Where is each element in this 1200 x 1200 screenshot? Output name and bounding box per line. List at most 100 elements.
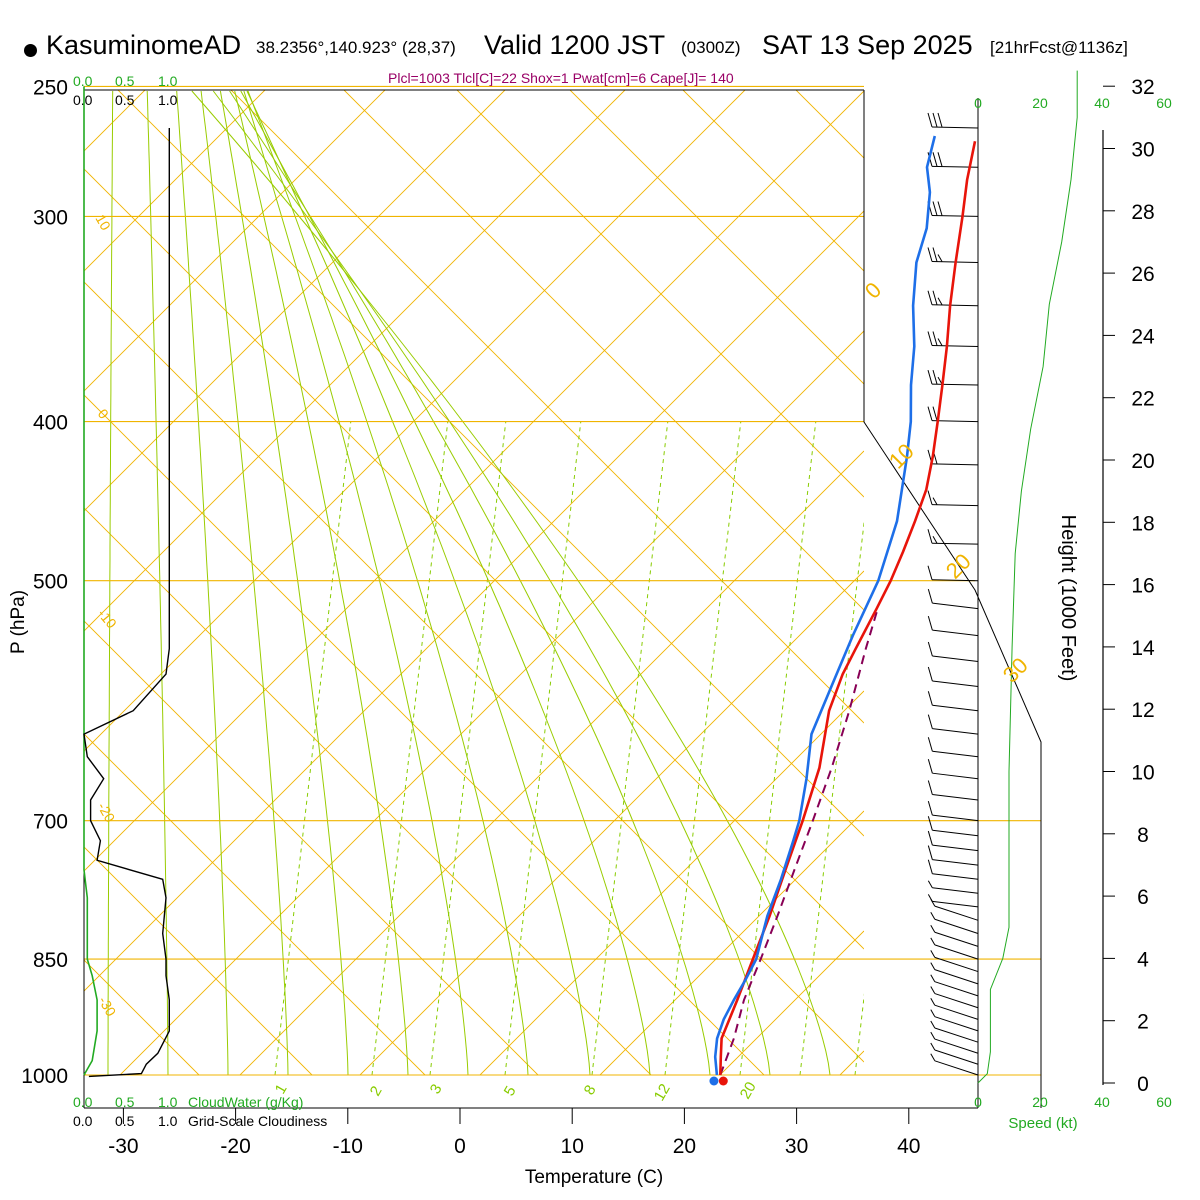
height-tick-label: 30 — [1131, 139, 1154, 162]
temperature-profile — [719, 141, 977, 1076]
wind-barb — [930, 974, 979, 997]
isotherm-line — [682, 90, 864, 272]
wind-barb-staff — [932, 814, 979, 822]
isotherm-line — [343, 90, 864, 611]
mixing-ratio-label: 20 — [737, 1079, 760, 1102]
cloudwater-scale-top: 0.0 — [73, 73, 93, 89]
height-tick-label: 2 — [1137, 1011, 1149, 1034]
moist-adiabat-line — [246, 90, 591, 1075]
dry-adiabat-line — [839, 1050, 864, 1075]
wind-barb-staff — [931, 215, 979, 217]
wind-barb-staff — [932, 829, 979, 837]
wind-barb — [930, 924, 979, 947]
moist-adiabat-label: 30 — [998, 653, 1033, 688]
valid-zulu: (0300Z) — [681, 38, 741, 57]
isotherm-line — [117, 90, 864, 837]
wind-barb — [927, 490, 979, 507]
wind-barb-flag — [927, 880, 933, 888]
wind-speed-tick-top: 60 — [1156, 95, 1172, 111]
stability-indices: Plcl=1003 Tlcl[C]=22 Shox=1 Pwat[cm]=6 C… — [388, 70, 734, 86]
dry-adiabat-label: -30 — [95, 994, 119, 1020]
wind-barb — [927, 714, 979, 735]
moist-adiabat-line — [247, 90, 529, 1075]
moist-adiabat-line — [176, 90, 229, 1075]
wind-barb-staff — [934, 1027, 979, 1043]
cloudiness-label: Grid-Scale Cloudiness — [188, 1113, 327, 1129]
wind-barb — [927, 801, 979, 822]
wind-barb — [927, 112, 979, 129]
wind-barb-flag — [932, 247, 938, 262]
moist-adiabat-line — [212, 90, 771, 1075]
wind-barb-flag — [927, 759, 933, 774]
cloudwater-scale-bottom: 1.0 — [158, 1094, 178, 1110]
wind-barb-staff — [934, 918, 979, 934]
wind-barb-flag — [927, 615, 933, 631]
mixing-ratio-line — [854, 993, 864, 1075]
mixing-ratio-line — [591, 421, 669, 1075]
wind-barb-flag — [927, 816, 933, 831]
temperature-tick-label: -30 — [108, 1135, 138, 1158]
wind-barb-staff — [931, 420, 979, 423]
valid-date: SAT 13 Sep 2025 — [762, 30, 973, 60]
cloudiness-scale-bottom: 0.0 — [73, 1113, 93, 1129]
wind-barb-flag — [937, 112, 943, 128]
wind-barb-staff — [931, 504, 979, 507]
x-axis-title: Temperature (C) — [525, 1167, 663, 1188]
wind-speed-tick-top: 0 — [974, 95, 982, 111]
wind-barb — [930, 950, 979, 973]
height-tick-label: 16 — [1131, 575, 1154, 598]
wind-barb — [927, 880, 979, 894]
moist-adiabat-line — [200, 90, 289, 1075]
wind-barb-staff — [931, 383, 979, 386]
wind-barb-flag — [930, 997, 936, 1006]
wind-barb-staff — [934, 969, 979, 985]
wind-barb — [930, 1009, 979, 1032]
wind-barb-flag — [930, 1042, 936, 1051]
cloudwater-label: CloudWater (g/Kg) — [188, 1094, 303, 1110]
moist-adiabat-line — [219, 90, 349, 1075]
wind-barb-flag — [927, 247, 933, 262]
wind-barb-flag — [927, 859, 933, 874]
wind-barb-staff — [931, 542, 979, 545]
height-tick-label: 4 — [1137, 948, 1149, 971]
wind-barb-staff — [932, 728, 979, 735]
station-name: KasuminomeAD — [46, 30, 242, 60]
wind-barb — [927, 369, 979, 386]
cloudiness-scale-top: 1.0 — [158, 92, 178, 108]
wind-barb-staff — [934, 1038, 979, 1054]
height-tick-label: 28 — [1131, 201, 1154, 224]
wind-speed-label: Speed (kt) — [1008, 1115, 1077, 1132]
wind-barb-staff — [934, 1016, 979, 1032]
cloudiness-scale-top: 0.5 — [115, 92, 135, 108]
wind-barb-flag — [927, 406, 933, 421]
wind-barb-flag — [932, 331, 938, 346]
wind-barb — [927, 737, 979, 758]
wind-barb-flag — [930, 986, 936, 994]
wind-barb-staff — [934, 944, 979, 960]
wind-barb-flag — [930, 1031, 936, 1040]
wind-barb-staff — [932, 900, 979, 908]
wind-barb-flag — [927, 331, 933, 346]
wind-barb-flag — [930, 924, 936, 933]
isotherm-line — [230, 90, 864, 724]
wind-barb — [927, 641, 979, 663]
wind-barb — [930, 997, 979, 1020]
wind-barb-flag — [932, 535, 938, 544]
wind-barb-staff — [934, 1060, 979, 1076]
wind-barb — [927, 894, 979, 908]
wind-barb — [927, 247, 979, 263]
wind-barb — [927, 290, 979, 307]
dry-adiabat-line — [84, 90, 146, 152]
wind-barb-flag — [927, 112, 933, 128]
valid-time: Valid 1200 JST — [484, 30, 666, 60]
wind-barb-flag — [937, 338, 943, 346]
wind-barb-staff — [932, 680, 979, 688]
isotherm-line — [84, 733, 426, 1075]
temperature-tick-label: 20 — [673, 1135, 696, 1158]
dry-adiabat-line — [719, 930, 864, 1075]
cloudwater-scale-bottom: 0.0 — [73, 1094, 93, 1110]
plot-frame — [83, 89, 1042, 1109]
wind-barb-staff — [932, 629, 979, 637]
wind-barb-flag — [937, 152, 943, 167]
